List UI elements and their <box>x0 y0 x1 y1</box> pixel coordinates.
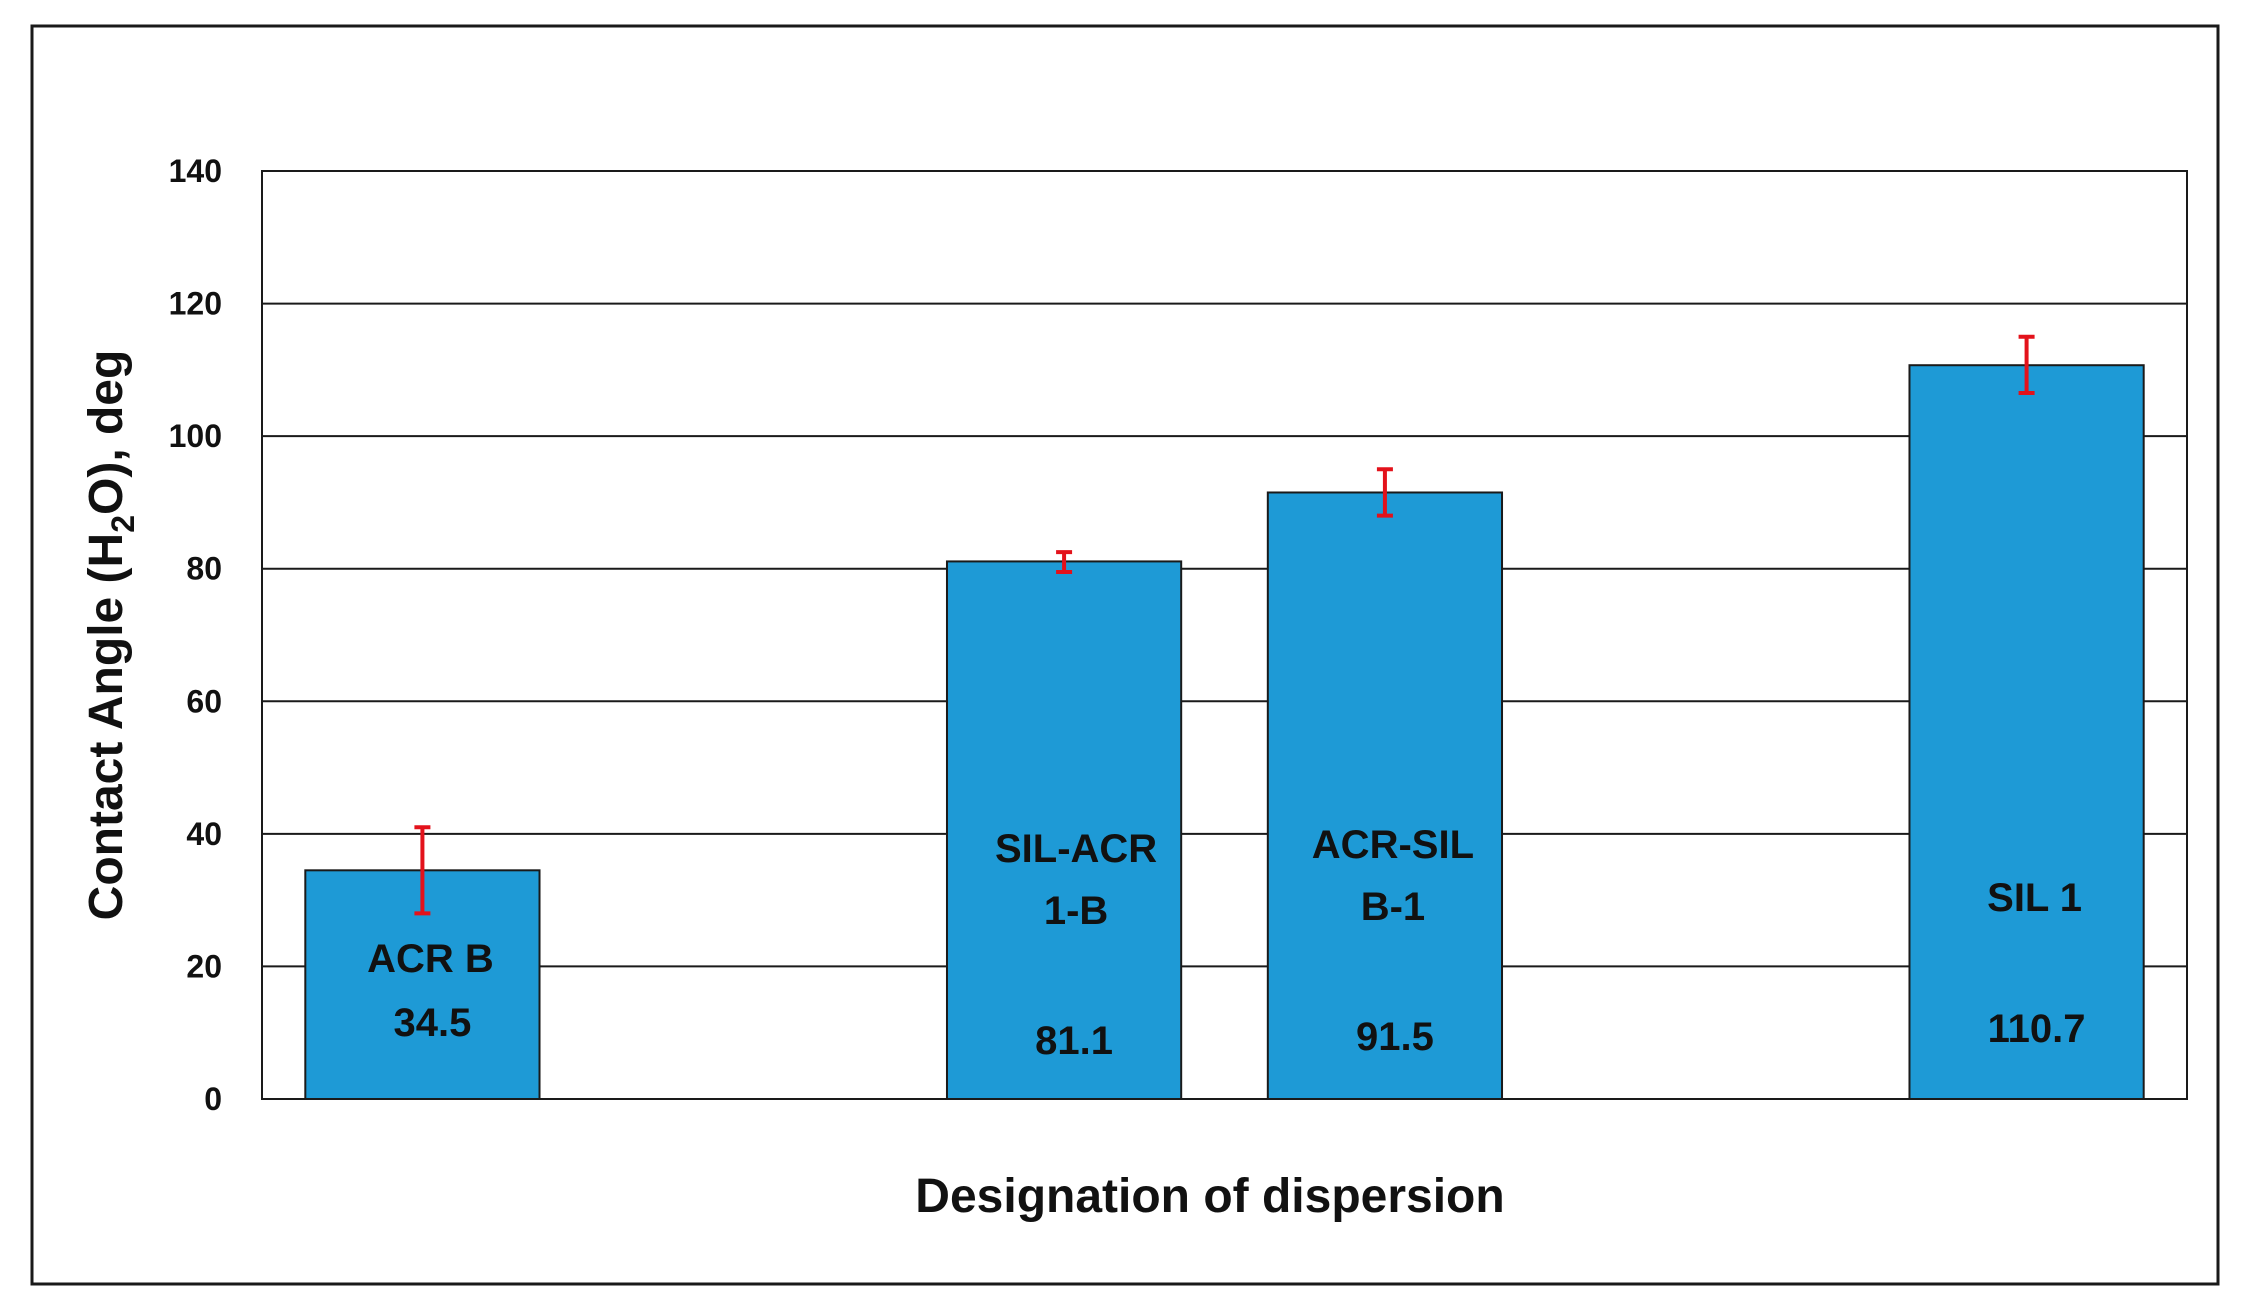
y-axis-title-subscript: 2 <box>105 515 141 533</box>
bar-name-label: ACR B <box>367 937 494 981</box>
y-tick-label: 80 <box>186 551 222 587</box>
y-axis-tick-labels: 0 20 40 60 80 100 120 140 <box>169 153 222 1117</box>
bar-name-label: 1-B <box>1044 889 1108 933</box>
bar-value-label: 81.1 <box>1035 1019 1113 1063</box>
y-tick-label: 120 <box>169 286 222 322</box>
gridlines <box>262 302 2187 968</box>
x-axis-title: Designation of dispersion <box>915 1170 1504 1223</box>
bar <box>945 560 1183 1100</box>
bar-name-label: SIL 1 <box>1987 876 2082 920</box>
bar-name-label: ACR-SIL <box>1312 823 1474 867</box>
bar <box>1908 364 2145 1100</box>
y-axis-title-part-1: Contact Angle (H <box>80 533 133 921</box>
y-axis-title-part-2: O), deg <box>80 350 133 515</box>
y-axis-title: Contact Angle (H2O), deg <box>80 350 141 921</box>
bar-labels: ACR B 34.5 SIL-ACR 1-B 81.1 ACR-SIL B-1 91.5 SIL… <box>367 823 2085 1063</box>
y-tick-label: 20 <box>186 948 222 984</box>
bar-value-label: 34.5 <box>393 1001 471 1045</box>
bar-value-label: 91.5 <box>1356 1015 1434 1059</box>
error-bars <box>414 334 2035 916</box>
y-tick-label: 60 <box>186 683 222 719</box>
bar-name-label: B-1 <box>1361 885 1425 929</box>
y-tick-label: 140 <box>169 153 222 189</box>
y-tick-label: 40 <box>186 816 222 852</box>
y-tick-label: 0 <box>204 1081 222 1117</box>
plot-area-border <box>261 170 2188 1100</box>
bar-value-label: 110.7 <box>1988 1007 2086 1051</box>
bar-name-label: SIL-ACR <box>995 827 1157 871</box>
y-tick-label: 100 <box>169 418 222 454</box>
bar <box>1266 491 1504 1100</box>
